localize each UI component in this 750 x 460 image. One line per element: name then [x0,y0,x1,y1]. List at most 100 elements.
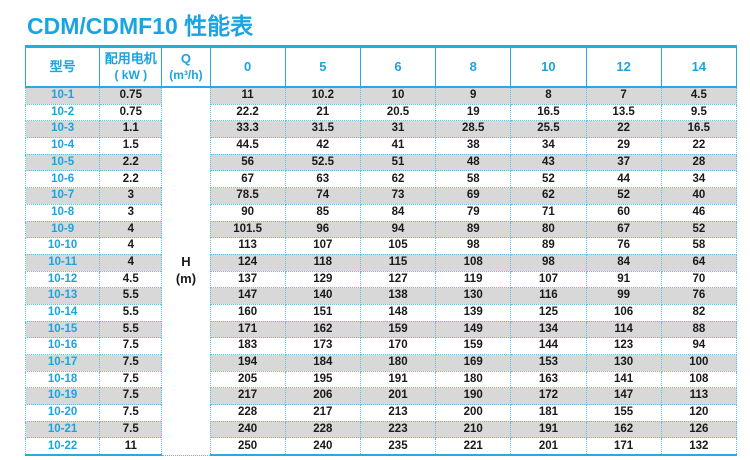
value-cell: 130 [585,354,662,372]
table-row: 10-13 5.5 147 140 138 130 116 99 76 [24,287,738,305]
value-cell: 78.5 [209,187,286,205]
value-cell: 29 [585,137,662,155]
table-body: 10-1 0.75 H (m) 11 10.2 10 9 8 7 4.5 10-2 0.75 22.2 21… [24,86,738,457]
value-cell: 191 [359,370,437,389]
model-cell: 10-19 [24,387,101,406]
value-cell: 11 [209,86,286,105]
value-cell: 194 [209,354,286,372]
value-cell: 228 [284,420,361,439]
table-row: 10-21 7.5 240 228 223 210 191 162 126 [24,420,738,439]
value-cell: 200 [435,404,512,422]
model-cell: 10-1 [24,86,101,105]
value-cell: 38 [435,137,512,155]
model-cell: 10-6 [24,170,101,189]
value-cell: 240 [284,437,361,457]
model-cell: 10-2 [24,103,101,122]
value-cell: 141 [585,370,662,389]
value-cell: 235 [359,437,437,457]
value-cell: 48 [435,153,512,172]
kw-cell: 4.5 [99,270,163,289]
value-cell: 206 [284,387,361,406]
table-row: 10-18 7.5 205 195 191 180 163 141 108 [24,370,738,389]
value-cell: 73 [359,187,437,205]
model-cell: 10-10 [24,237,101,255]
value-cell: 91 [585,270,662,289]
value-cell: 151 [284,303,361,322]
model-cell: 10-20 [24,404,101,422]
h-unit: (m) [175,271,197,287]
value-cell: 16.5 [510,103,587,122]
value-cell: 106 [585,303,662,322]
value-cell: 213 [359,404,437,422]
model-cell: 10-16 [24,337,101,355]
value-cell: 195 [284,370,361,389]
model-cell: 10-4 [24,137,101,155]
value-cell: 155 [585,404,662,422]
value-cell: 19 [435,103,512,122]
value-cell: 84 [359,203,437,222]
model-cell: 10-7 [24,187,101,205]
model-cell: 10-18 [24,370,101,389]
value-cell: 171 [209,320,286,339]
value-cell: 98 [510,253,587,272]
h-label: H [181,254,191,270]
kw-cell: 5.5 [99,320,163,339]
value-cell: 89 [435,220,512,239]
header-model-label: 型号 [49,58,76,74]
table-row: 10-14 5.5 160 151 148 139 125 106 82 [24,303,738,322]
value-cell: 160 [209,303,286,322]
value-cell: 70 [660,270,738,289]
value-cell: 173 [284,337,361,355]
head-meters-cell: H (m) [161,86,211,456]
value-cell: 116 [510,287,587,305]
model-cell: 10-15 [24,320,101,339]
kw-cell: 4 [99,237,163,255]
table-row: 10-20 7.5 228 217 213 200 181 155 120 [24,404,738,422]
value-cell: 76 [585,237,662,255]
value-cell: 169 [435,354,512,372]
header-flow-8: 8 [435,45,512,88]
header-flow-0: 0 [209,45,286,88]
value-cell: 52 [510,170,587,189]
value-cell: 41 [359,137,437,155]
value-cell: 137 [209,270,286,289]
value-cell: 240 [209,420,286,439]
value-cell: 82 [660,303,738,322]
value-cell: 25.5 [510,120,587,139]
value-cell: 147 [585,387,662,406]
kw-cell: 3 [99,203,163,222]
table-row: 10-15 5.5 171 162 159 149 134 114 88 [24,320,738,339]
kw-cell: 7.5 [99,337,163,355]
value-cell: 84 [585,253,662,272]
kw-cell: 5.5 [99,287,163,305]
value-cell: 20.5 [359,103,437,122]
header-motor: 配用电机 ( kW ) [99,45,163,88]
header-motor-line2: ( kW ) [114,67,148,82]
kw-cell: 5.5 [99,303,163,322]
table-row: 10-11 4 124 118 115 108 98 84 64 [24,253,738,272]
value-cell: 180 [435,370,512,389]
value-cell: 201 [510,437,587,457]
value-cell: 22 [585,120,662,139]
kw-cell: 0.75 [99,103,163,122]
value-cell: 94 [359,220,437,239]
value-cell: 138 [359,287,437,305]
value-cell: 105 [359,237,437,255]
table-row: 10-9 4 101.5 96 94 89 80 67 52 [24,220,738,239]
value-cell: 90 [209,203,286,222]
value-cell: 183 [209,337,286,355]
header-flow-14: 14 [660,45,738,88]
kw-cell: 7.5 [99,387,163,406]
value-cell: 96 [284,220,361,239]
table-row: 10-22 11 250 240 235 221 201 171 132 [24,437,738,457]
value-cell: 123 [585,337,662,355]
value-cell: 107 [284,237,361,255]
table-row: 10-16 7.5 183 173 170 159 144 123 94 [24,337,738,355]
table-row: 10-17 7.5 194 184 180 169 153 130 100 [24,354,738,372]
table-row: 10-8 3 90 85 84 79 71 60 46 [24,203,738,222]
value-cell: 40 [660,187,738,205]
model-cell: 10-12 [24,270,101,289]
page-title: CDM/CDMF10 性能表 [27,13,254,39]
value-cell: 120 [660,404,738,422]
kw-cell: 7.5 [99,370,163,389]
